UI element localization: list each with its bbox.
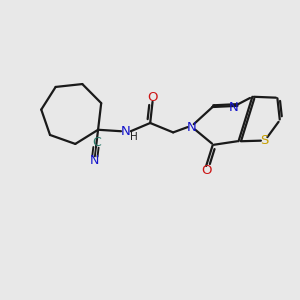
Text: N: N	[228, 100, 238, 114]
Text: C: C	[92, 136, 101, 148]
Text: O: O	[147, 91, 158, 104]
Text: H: H	[130, 131, 137, 142]
Text: S: S	[260, 134, 269, 147]
Text: N: N	[187, 121, 196, 134]
Text: O: O	[201, 164, 211, 177]
Text: N: N	[121, 125, 131, 138]
Text: N: N	[90, 154, 99, 167]
